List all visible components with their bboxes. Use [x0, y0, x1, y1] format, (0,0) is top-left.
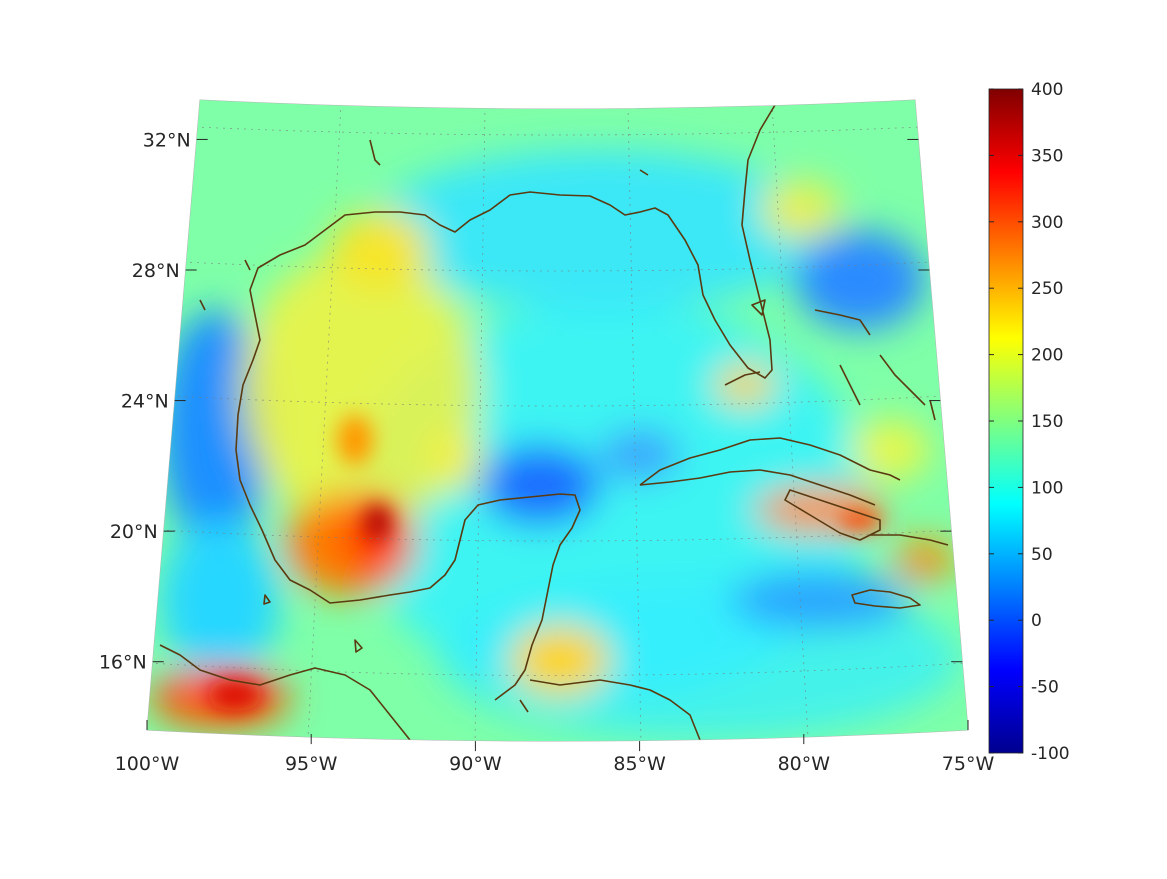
colorbar: 400 350 300 250 200 150 100 50 0 -50 -100	[988, 80, 1070, 764]
lat-tick-label: 16°N	[99, 652, 147, 674]
lon-tick-labels: 100°W 95°W 90°W 85°W 80°W 75°W	[115, 753, 995, 775]
colorbar-gradient	[988, 88, 1024, 754]
colorbar-tick-label: 350	[1031, 146, 1063, 166]
colorbar-tick-label: 400	[1031, 80, 1063, 100]
lat-tick-label: 28°N	[132, 260, 180, 282]
lon-tick-label: 75°W	[942, 753, 995, 775]
colorbar-ticks: 400 350 300 250 200 150 100 50 0 -50 -100	[989, 80, 1070, 764]
lon-tick-label: 90°W	[449, 753, 502, 775]
lon-tick-label: 85°W	[613, 753, 666, 775]
lat-tick-labels: 16°N 20°N 24°N 28°N 32°N	[99, 129, 191, 673]
data-field	[147, 100, 968, 741]
colorbar-tick-label: -100	[1031, 744, 1070, 764]
colorbar-tick-label: 100	[1031, 478, 1063, 498]
graticule	[148, 102, 967, 741]
lon-tick-label: 95°W	[285, 753, 338, 775]
lon-tick-label: 100°W	[115, 753, 180, 775]
colorbar-tick-label: 250	[1031, 279, 1063, 299]
colorbar-tick-label: 300	[1031, 213, 1063, 233]
axis-ticks	[146, 138, 969, 752]
lat-tick-label: 32°N	[143, 129, 191, 151]
coastline	[159, 104, 949, 741]
lat-tick-label: 24°N	[121, 391, 169, 413]
colorbar-tick-label: 150	[1031, 412, 1063, 432]
lat-tick-label: 20°N	[110, 521, 158, 543]
colorbar-tick-label: 50	[1031, 545, 1053, 565]
colorbar-tick-label: 200	[1031, 346, 1063, 366]
colorbar-tick-label: -50	[1031, 678, 1059, 698]
lon-tick-label: 80°W	[778, 753, 831, 775]
colorbar-tick-label: 0	[1031, 611, 1042, 631]
